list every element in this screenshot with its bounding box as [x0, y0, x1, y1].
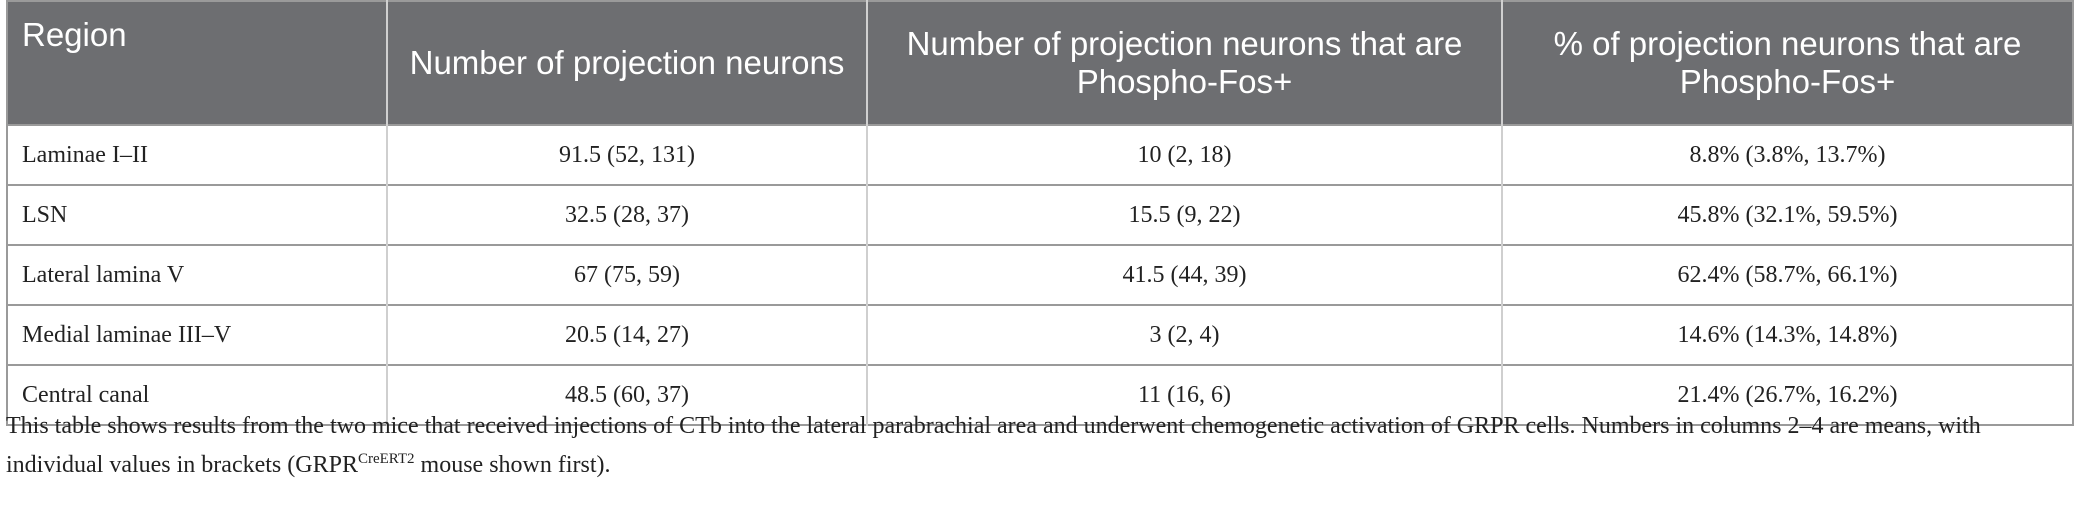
table-cell: Lateral lamina V [7, 244, 387, 305]
footnote-text: This table shows results from the two mi… [6, 413, 1981, 478]
table-cell: 15.5 (9, 22) [866, 184, 1502, 245]
footnote-superscript: CreERT2 [357, 451, 415, 467]
table-cell: 62.4% (58.7%, 66.1%) [1501, 244, 2073, 305]
table-header: Region Number of projection neurons Number… [7, 1, 2073, 125]
table-cell: 8.8% (3.8%, 13.7%) [1501, 124, 2073, 185]
table-body: Laminae I–II 91.5 (52, 131) 10 (2, 18) 8.8%… [7, 124, 2073, 425]
table-cell: Medial laminae III–V [7, 304, 387, 365]
table-cell: 10 (2, 18) [866, 124, 1502, 185]
table-row: Laminae I–II 91.5 (52, 131) 10 (2, 18) 8.8%… [7, 124, 2073, 185]
table-cell: 67 (75, 59) [386, 244, 867, 305]
header-cell: Number of projection neurons that are Ph… [866, 1, 1502, 125]
header-row: Region Number of projection neurons Number… [7, 1, 2073, 125]
table-cell: Central canal [7, 364, 387, 425]
table-row: Medial laminae III–V 20.5 (14, 27) 3 (2, 4… [7, 304, 2073, 365]
data-table: Region Number of projection neurons Number… [6, 0, 2074, 426]
header-cell: % of projection neurons that are Phospho… [1501, 1, 2073, 125]
table-cell: 21.4% (26.7%, 16.2%) [1501, 364, 2073, 425]
table-cell: 32.5 (28, 37) [386, 184, 867, 245]
table-cell: 3 (2, 4) [866, 304, 1502, 365]
header-cell: Number of projection neurons [386, 1, 867, 125]
table-cell: 41.5 (44, 39) [866, 244, 1502, 305]
table-cell: 14.6% (14.3%, 14.8%) [1501, 304, 2073, 365]
header-cell: Region [7, 1, 387, 125]
table-cell: 48.5 (60, 37) [386, 364, 867, 425]
table-cell: 11 (16, 6) [866, 364, 1502, 425]
table-cell: 20.5 (14, 27) [386, 304, 867, 365]
table-cell: LSN [7, 184, 387, 245]
footnote-text: mouse shown first). [414, 452, 611, 478]
table-cell: 45.8% (32.1%, 59.5%) [1501, 184, 2073, 245]
table-row: Lateral lamina V 67 (75, 59) 41.5 (44, 39)… [7, 244, 2073, 305]
footnote: This table shows results from the two mi… [6, 410, 2066, 482]
table-row: LSN 32.5 (28, 37) 15.5 (9, 22) 45.8% (32.1%… [7, 184, 2073, 245]
table-cell: 91.5 (52, 131) [386, 124, 867, 185]
table-row: Central canal 48.5 (60, 37) 11 (16, 6) 21.4… [7, 364, 2073, 425]
table-cell: Laminae I–II [7, 124, 387, 185]
